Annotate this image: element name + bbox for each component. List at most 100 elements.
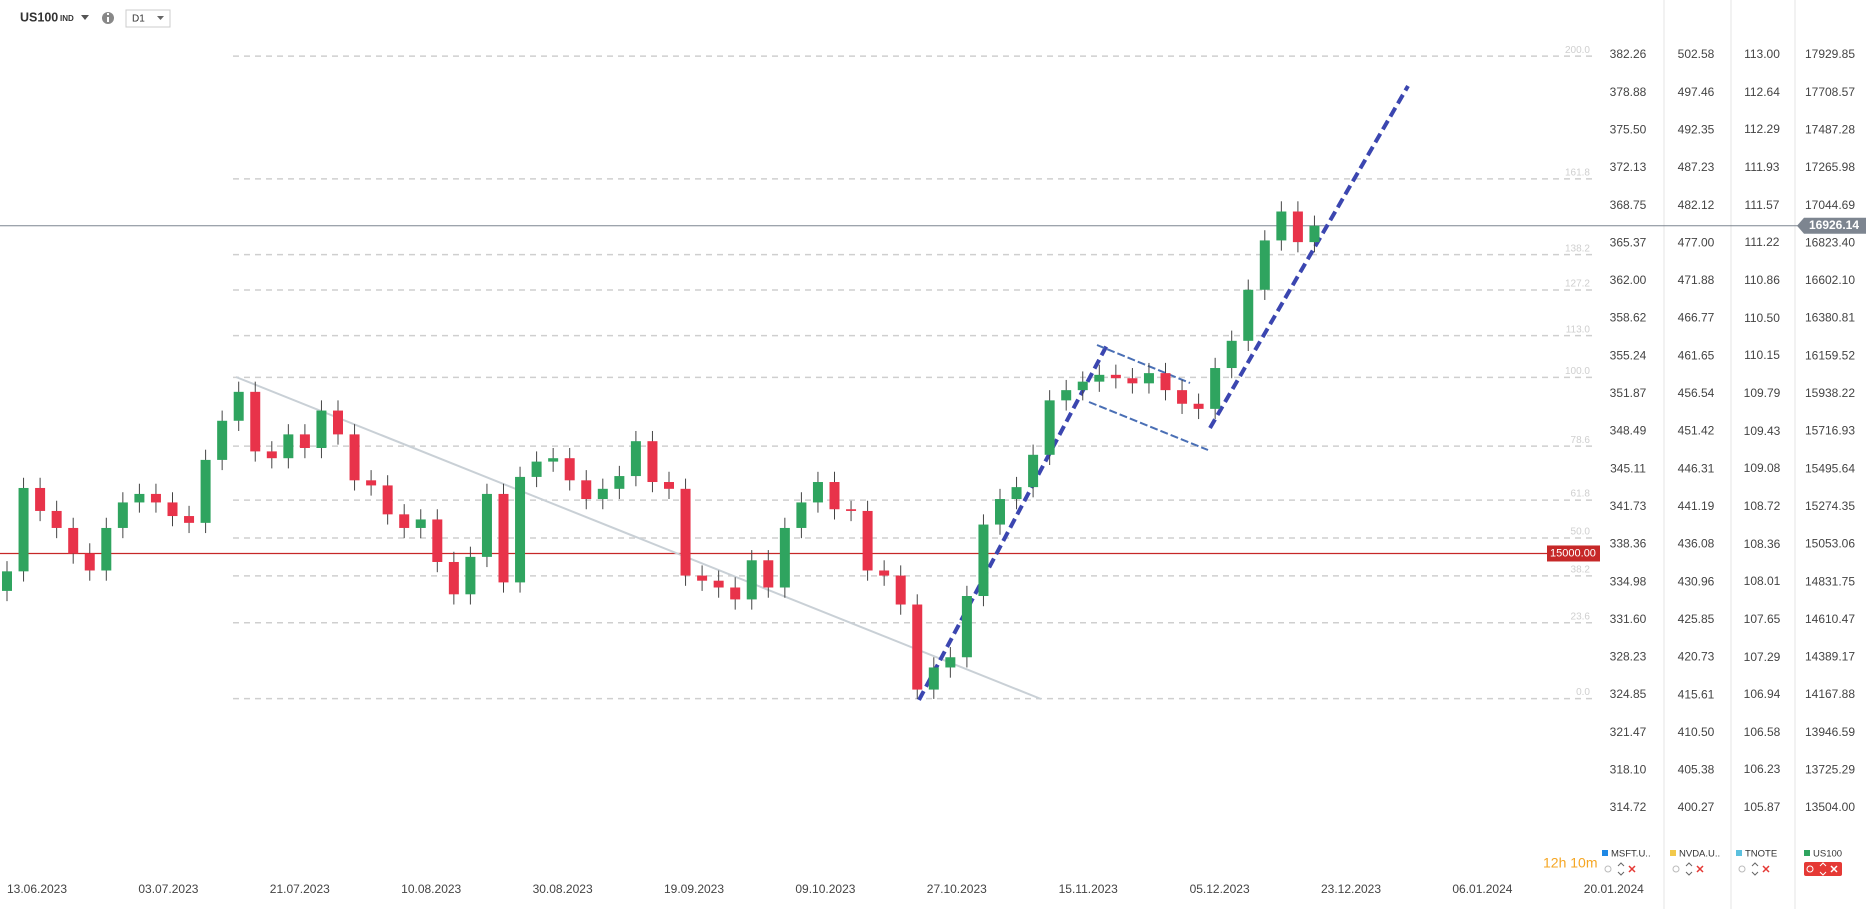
candle-body — [995, 499, 1005, 525]
y-tick-label: 112.64 — [1744, 85, 1780, 99]
visibility-icon[interactable] — [1672, 865, 1680, 873]
trend-line[interactable] — [235, 376, 1042, 700]
y-tick-label: 109.08 — [1744, 461, 1781, 475]
y-tick-label: 13946.59 — [1805, 725, 1855, 739]
remove-icon[interactable] — [1830, 865, 1838, 873]
candle-body — [928, 667, 939, 690]
y-tick-label: 441.19 — [1678, 499, 1715, 513]
candle-body — [1243, 289, 1254, 341]
trend-line[interactable] — [1208, 84, 1410, 430]
legend-label: US100 — [1813, 849, 1842, 860]
candle-body — [1094, 374, 1105, 382]
y-tick-label: 113.00 — [1744, 47, 1780, 61]
channel-line[interactable] — [1088, 401, 1209, 451]
candle-body — [465, 556, 476, 595]
reorder-icon[interactable] — [1685, 862, 1693, 876]
timeframe-dropdown — [157, 16, 164, 20]
candle-body — [399, 514, 410, 528]
legend-controls — [1804, 862, 1842, 876]
candle-body — [481, 493, 492, 557]
x-tick-label: 21.07.2023 — [270, 882, 330, 896]
candle-body — [333, 410, 343, 435]
fib-label: 0.0 — [1576, 687, 1590, 698]
candle-body — [548, 458, 559, 462]
y-tick-label: 108.36 — [1744, 537, 1781, 551]
visibility-icon[interactable] — [1738, 865, 1746, 873]
candle-body — [564, 458, 575, 481]
y-tick-label: 451.42 — [1678, 424, 1715, 438]
y-tick-label: 17929.85 — [1805, 47, 1855, 61]
y-tick-label: 446.31 — [1678, 461, 1715, 475]
y-tick-label: 338.36 — [1610, 537, 1647, 551]
candle-body — [730, 587, 741, 600]
candle-body — [1077, 381, 1088, 391]
visibility-icon[interactable] — [1806, 865, 1814, 873]
fib-label: 113.0 — [1566, 324, 1591, 335]
x-tick-label: 27.10.2023 — [927, 882, 987, 896]
trend-line[interactable] — [917, 344, 1109, 701]
candle-body — [515, 476, 526, 583]
y-tick-label: 430.96 — [1678, 574, 1715, 588]
candle-body — [597, 488, 608, 500]
candle-body — [1226, 340, 1237, 369]
legend-label: NVDA.U.. — [1679, 849, 1720, 860]
y-tick-label: 355.24 — [1610, 348, 1647, 362]
y-tick-label: 110.15 — [1744, 348, 1780, 362]
reorder-icon[interactable] — [1751, 862, 1759, 876]
y-tick-label: 13504.00 — [1805, 800, 1855, 814]
remove-icon[interactable] — [1628, 865, 1636, 873]
candle-body — [713, 580, 724, 588]
x-tick-label: 30.08.2023 — [533, 882, 593, 896]
y-tick-label: 318.10 — [1610, 762, 1647, 776]
y-tick-label: 456.54 — [1678, 386, 1715, 400]
y-tick-label: 482.12 — [1678, 198, 1715, 212]
x-tick-label: 05.12.2023 — [1190, 882, 1250, 896]
y-tick-label: 17265.98 — [1805, 160, 1855, 174]
y-tick-label: 372.13 — [1610, 160, 1647, 174]
candle-body — [978, 524, 989, 597]
reorder-icon[interactable] — [1617, 862, 1625, 876]
timeframe-select[interactable] — [125, 9, 171, 28]
y-tick-label: 341.73 — [1610, 499, 1647, 513]
reorder-icon[interactable] — [1819, 862, 1827, 876]
y-tick-label: 375.50 — [1610, 123, 1647, 137]
y-tick-label: 492.35 — [1678, 122, 1715, 136]
visibility-icon[interactable] — [1604, 865, 1612, 873]
symbol[interactable]: US100 — [20, 10, 58, 24]
candle-body — [51, 510, 62, 528]
candle-body — [812, 482, 823, 503]
y-tick-label: 111.93 — [1745, 160, 1780, 174]
y-tick-label: 334.98 — [1610, 574, 1647, 588]
candle-body — [1309, 225, 1320, 243]
candle-body — [1028, 454, 1039, 488]
remove-icon[interactable] — [1696, 865, 1704, 873]
candle-body — [961, 596, 972, 658]
y-tick-label: 105.87 — [1744, 800, 1781, 814]
candle-body — [945, 657, 956, 668]
x-tick-label: 09.10.2023 — [795, 882, 855, 896]
y-tick-label: 112.29 — [1744, 122, 1780, 136]
y-tick-label: 358.62 — [1610, 311, 1647, 325]
candle-body — [1061, 390, 1072, 401]
candle-body — [697, 575, 708, 581]
channel-line[interactable] — [1096, 344, 1191, 384]
y-tick-label: 110.86 — [1744, 273, 1780, 287]
fib-label: 127.2 — [1565, 279, 1590, 290]
x-tick-label: 06.01.2024 — [1452, 882, 1512, 896]
y-tick-label: 351.87 — [1610, 386, 1647, 400]
y-tick-label: 17708.57 — [1805, 85, 1855, 99]
symbol-dropdown[interactable] — [81, 15, 89, 20]
y-tick-label: 461.65 — [1678, 348, 1715, 362]
timeframe: D1 — [132, 14, 145, 25]
y-tick-label: 502.58 — [1678, 47, 1715, 61]
remove-icon[interactable] — [1762, 865, 1770, 873]
x-tick-label: 19.09.2023 — [664, 882, 724, 896]
candle-body — [779, 527, 790, 588]
y-tick-label: 420.73 — [1678, 650, 1715, 664]
candle-body — [1110, 374, 1121, 379]
candle-body — [647, 441, 658, 483]
candle-body — [299, 434, 310, 448]
y-tick-label: 368.75 — [1610, 198, 1647, 212]
candle-body — [614, 476, 625, 489]
y-tick-label: 107.29 — [1744, 650, 1781, 664]
